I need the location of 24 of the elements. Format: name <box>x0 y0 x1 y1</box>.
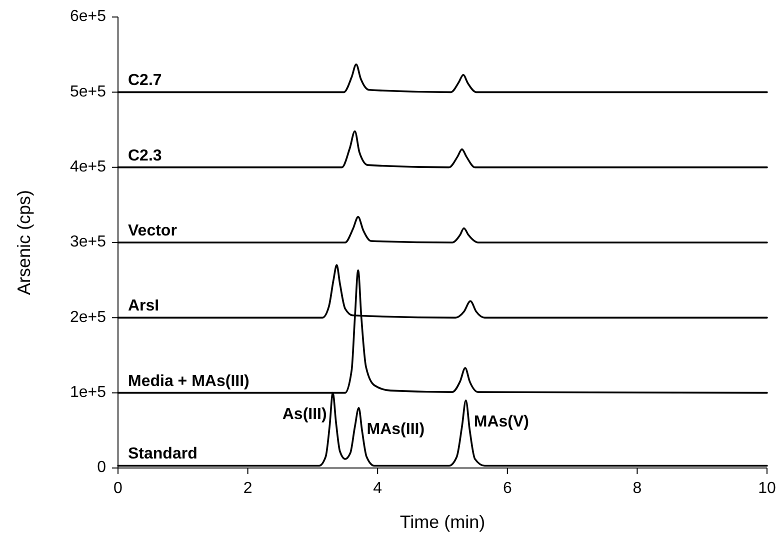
x-axis-title: Time (min) <box>400 512 486 532</box>
y-axis-title: Arsenic (cps) <box>14 190 34 296</box>
annotation: As(III) <box>282 406 327 424</box>
x-tick-label: 10 <box>758 480 776 497</box>
series-label: C2.3 <box>128 147 162 164</box>
x-tick-label: 0 <box>114 480 123 497</box>
annotation: MAs(V) <box>474 414 529 431</box>
series-label: ArsI <box>128 298 160 315</box>
x-tick-label: 8 <box>632 480 642 497</box>
x-tick-label: 4 <box>373 480 382 497</box>
series-label: Media + MAs(III) <box>128 372 250 390</box>
series-label: Standard <box>128 446 198 463</box>
series-label: Vector <box>128 222 177 240</box>
y-tick-label: 2e+5 <box>70 308 106 326</box>
y-tick-label: 0 <box>97 459 106 476</box>
y-tick-label: 3e+5 <box>70 234 106 251</box>
x-tick-label: 6 <box>502 480 512 497</box>
y-tick-label: 4e+5 <box>70 158 106 176</box>
y-tick-label: 1e+5 <box>70 384 106 402</box>
y-tick-label: 6e+5 <box>70 8 106 26</box>
annotation: MAs(III) <box>366 421 425 438</box>
series-label: C2.7 <box>128 72 162 90</box>
y-tick-label: 5e+5 <box>70 83 106 100</box>
x-tick-label: 2 <box>243 480 252 497</box>
